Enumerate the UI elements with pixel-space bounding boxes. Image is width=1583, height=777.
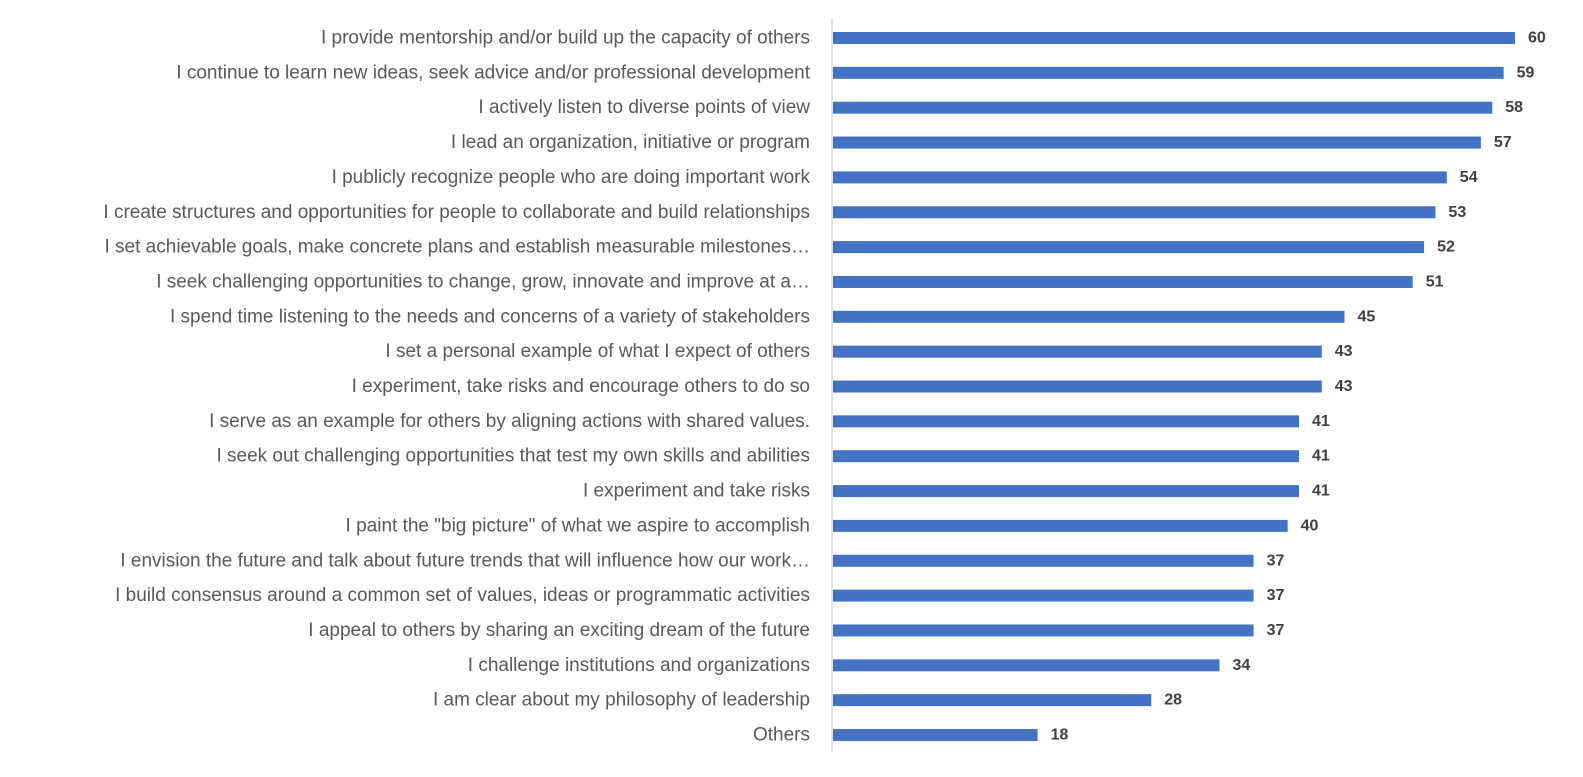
category-label: I continue to learn new ideas, seek advi… xyxy=(176,62,810,83)
bar xyxy=(833,310,1345,323)
value-label: 18 xyxy=(1051,727,1069,744)
category-label: I lead an organization, initiative or pr… xyxy=(451,132,810,153)
value-label: 40 xyxy=(1301,517,1319,534)
value-label: 60 xyxy=(1528,30,1546,47)
category-label: Others xyxy=(753,725,810,746)
bar xyxy=(833,32,1515,44)
bar xyxy=(833,485,1300,498)
value-label: 51 xyxy=(1426,273,1444,290)
bar xyxy=(833,694,1152,707)
value-label: 43 xyxy=(1335,378,1353,395)
bar xyxy=(833,275,1413,288)
value-label: 37 xyxy=(1267,552,1285,569)
bar xyxy=(833,450,1300,463)
bar xyxy=(833,345,1322,358)
value-label: 59 xyxy=(1517,64,1535,81)
value-label: 34 xyxy=(1232,657,1250,674)
value-label: 41 xyxy=(1312,448,1330,465)
bar xyxy=(833,624,1254,637)
value-label: 37 xyxy=(1267,587,1285,604)
category-label: I experiment, take risks and encourage o… xyxy=(352,376,810,397)
category-label: I experiment and take risks xyxy=(583,481,810,502)
category-label: I publicly recognize people who are doin… xyxy=(332,167,811,188)
bar xyxy=(833,519,1288,532)
bar xyxy=(833,101,1493,114)
category-label: I set a personal example of what I expec… xyxy=(385,341,810,362)
bars-group xyxy=(833,32,1515,741)
category-labels-group: I provide mentorship and/or build up the… xyxy=(103,28,810,746)
value-label: 41 xyxy=(1312,483,1330,500)
category-label: I create structures and opportunities fo… xyxy=(103,202,810,223)
value-label: 53 xyxy=(1448,204,1466,221)
bar xyxy=(833,206,1436,219)
value-label: 57 xyxy=(1494,134,1512,151)
category-label: I actively listen to diverse points of v… xyxy=(478,97,810,118)
bar xyxy=(833,171,1447,184)
bar xyxy=(833,241,1425,254)
category-label: I set achievable goals, make concrete pl… xyxy=(105,237,811,258)
bar xyxy=(833,66,1504,79)
category-label: I appeal to others by sharing an excitin… xyxy=(308,620,810,641)
value-label: 43 xyxy=(1335,343,1353,360)
value-label: 54 xyxy=(1460,169,1478,186)
bar xyxy=(833,659,1220,672)
value-label: 37 xyxy=(1267,622,1285,639)
bar xyxy=(833,415,1300,428)
value-label: 41 xyxy=(1312,413,1330,430)
value-labels-group: 60 59 58 57 54 53 52 51 45 43 43 41 41 41 40 37 37 37 34 28… xyxy=(1051,30,1546,744)
bar xyxy=(833,136,1481,149)
bar xyxy=(833,554,1254,567)
category-label: I paint the "big picture" of what we asp… xyxy=(346,515,810,536)
category-label: I seek out challenging opportunities tha… xyxy=(216,446,810,467)
value-label: 28 xyxy=(1164,692,1182,709)
category-label: I provide mentorship and/or build up the… xyxy=(321,28,810,49)
bar xyxy=(833,729,1038,741)
category-label: I spend time listening to the needs and … xyxy=(170,306,810,327)
value-label: 45 xyxy=(1358,308,1376,325)
category-label: I am clear about my philosophy of leader… xyxy=(433,690,810,711)
category-label: I challenge institutions and organizatio… xyxy=(468,655,810,676)
value-label: 52 xyxy=(1437,239,1455,256)
category-label: I build consensus around a common set of… xyxy=(115,585,810,606)
category-label: I serve as an example for others by alig… xyxy=(209,411,810,432)
bar xyxy=(833,380,1322,393)
bar xyxy=(833,589,1254,602)
value-label: 58 xyxy=(1505,99,1523,116)
category-label: I envision the future and talk about fut… xyxy=(120,550,810,571)
category-label: I seek challenging opportunities to chan… xyxy=(156,271,810,292)
